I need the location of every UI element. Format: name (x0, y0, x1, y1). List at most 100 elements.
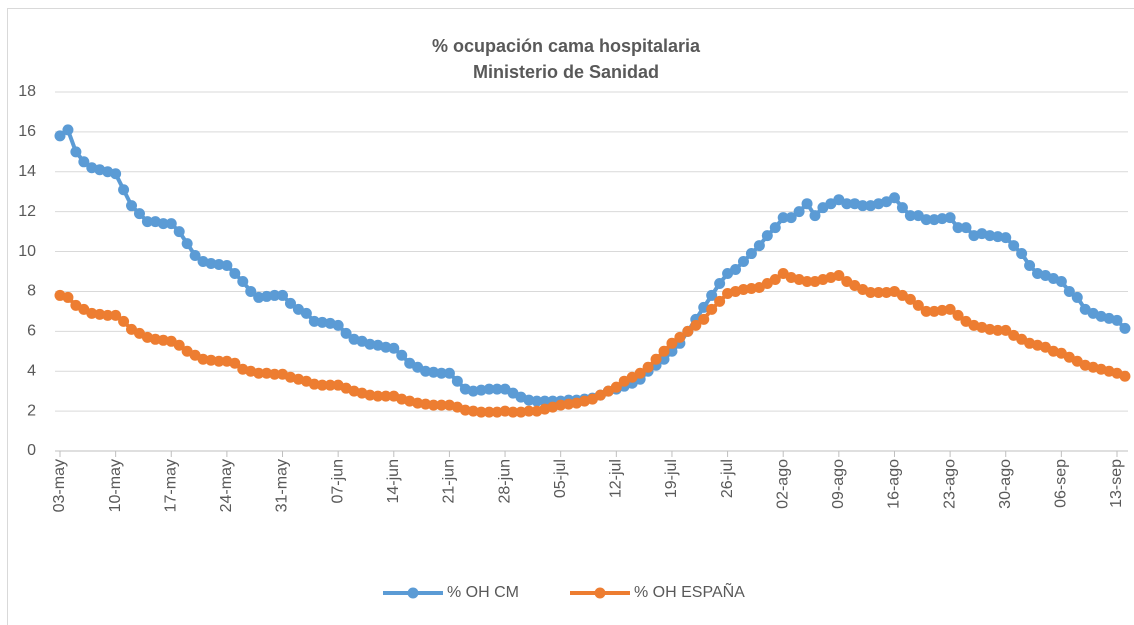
marker (920, 305, 932, 317)
marker (1016, 248, 1028, 260)
marker (435, 367, 447, 379)
marker (642, 361, 654, 373)
y-tick-label: 8 (27, 283, 36, 300)
marker (745, 248, 757, 260)
marker (785, 212, 797, 224)
marker (332, 319, 344, 331)
y-tick-label: 10 (18, 243, 36, 260)
marker (324, 379, 336, 391)
marker (706, 289, 718, 301)
chart-border (7, 8, 1134, 625)
marker (888, 192, 900, 204)
chart-title: % ocupación cama hospitalaria (432, 36, 701, 56)
x-tick-label: 10-may (107, 459, 124, 512)
marker (650, 353, 662, 365)
x-tick-label: 12-jul (608, 459, 625, 498)
x-tick-label: 24-may (218, 459, 235, 512)
marker (904, 293, 916, 305)
marker (1119, 322, 1131, 334)
x-tick-label: 06-sep (1053, 459, 1070, 508)
marker (110, 168, 122, 180)
x-tick-label: 14-jun (385, 459, 402, 503)
x-tick-label: 03-may (51, 459, 68, 512)
marker (277, 289, 289, 301)
x-tick-label: 07-jun (329, 459, 346, 503)
chart-subtitle: Ministerio de Sanidad (473, 62, 659, 82)
x-tick-label: 13-sep (1108, 459, 1125, 508)
marker (507, 406, 519, 418)
marker (483, 383, 495, 395)
x-tick-label: 28-jun (496, 459, 513, 503)
y-tick-label: 4 (27, 362, 36, 379)
marker (674, 331, 686, 343)
legend-label: % OH CM (447, 584, 519, 601)
marker (682, 325, 694, 337)
marker (1119, 370, 1131, 382)
marker (126, 200, 138, 212)
marker (610, 381, 622, 393)
marker (1063, 285, 1075, 297)
marker (229, 357, 241, 369)
marker (730, 264, 742, 276)
marker (690, 319, 702, 331)
marker (237, 275, 249, 287)
marker (173, 339, 185, 351)
marker (539, 395, 551, 407)
marker (706, 303, 718, 315)
marker (944, 303, 956, 315)
marker (634, 367, 646, 379)
x-tick-label: 05-jul (552, 459, 569, 498)
marker (944, 212, 956, 224)
y-tick-label: 6 (27, 323, 36, 340)
marker (1111, 314, 1123, 326)
marker (443, 367, 455, 379)
marker (960, 222, 972, 234)
marker (221, 260, 233, 272)
x-tick-label: 23-ago (941, 459, 958, 509)
legend-label: % OH ESPAÑA (634, 581, 745, 601)
marker (62, 124, 74, 136)
marker (245, 285, 257, 297)
marker (833, 269, 845, 281)
marker (531, 395, 543, 407)
marker (698, 313, 710, 325)
y-tick-label: 12 (18, 203, 36, 220)
marker (714, 295, 726, 307)
marker (269, 289, 281, 301)
marker (737, 256, 749, 268)
y-tick-label: 2 (27, 402, 36, 419)
marker (428, 399, 440, 411)
marker (714, 277, 726, 289)
y-tick-label: 16 (18, 123, 36, 140)
marker (1000, 324, 1012, 336)
legend-marker (594, 587, 606, 599)
marker (316, 379, 328, 391)
marker (491, 383, 503, 395)
marker (388, 342, 400, 354)
marker (78, 156, 90, 168)
marker (1000, 232, 1012, 244)
marker (253, 367, 265, 379)
x-tick-label: 17-may (162, 459, 179, 512)
x-tick-label: 09-ago (830, 459, 847, 509)
marker (801, 198, 813, 210)
marker (475, 406, 487, 418)
x-tick-label: 02-ago (774, 459, 791, 509)
marker (992, 324, 1004, 336)
marker (753, 240, 765, 252)
x-tick-label: 19-jul (663, 459, 680, 498)
marker (896, 202, 908, 214)
marker (841, 198, 853, 210)
x-tick-label: 21-jun (441, 459, 458, 503)
marker (269, 368, 281, 380)
marker (435, 399, 447, 411)
marker (372, 390, 384, 402)
marker (165, 218, 177, 230)
y-tick-label: 14 (18, 163, 36, 180)
marker (118, 315, 130, 327)
marker (181, 238, 193, 250)
marker (54, 130, 66, 142)
marker (912, 299, 924, 311)
marker (102, 309, 114, 321)
